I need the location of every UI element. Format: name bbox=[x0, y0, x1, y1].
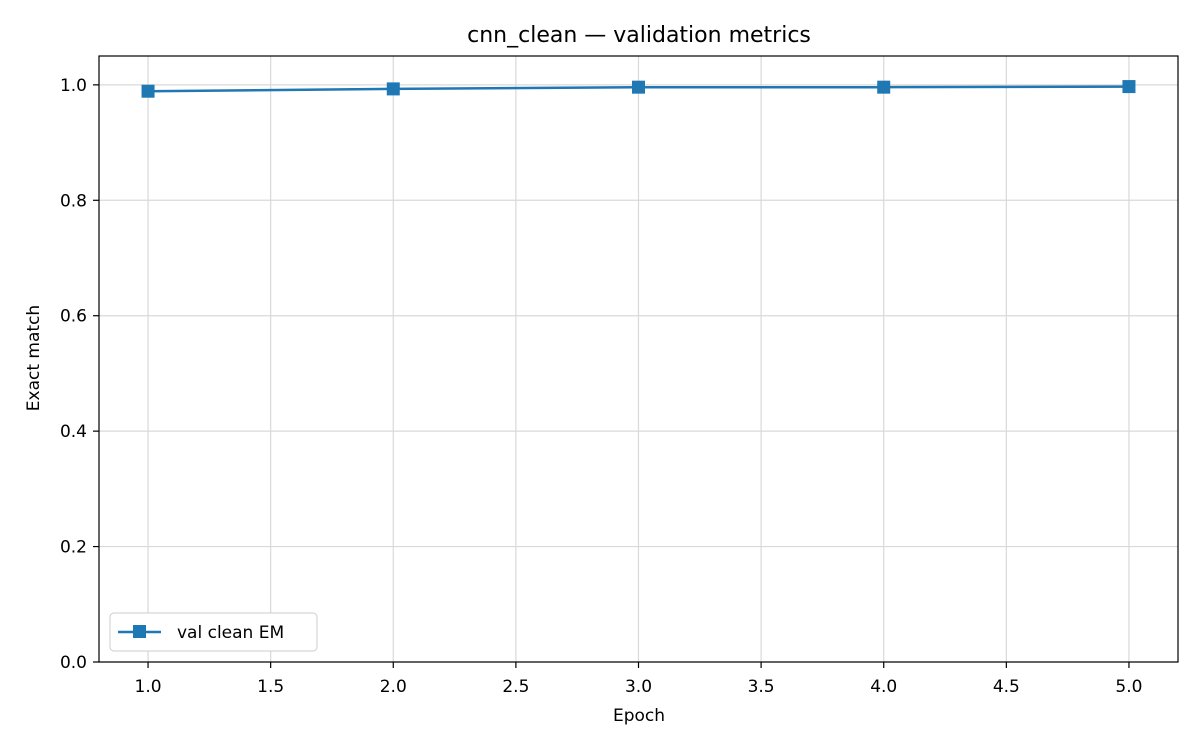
x-axis-label: Epoch bbox=[613, 706, 665, 726]
x-tick-label: 3.0 bbox=[625, 677, 652, 697]
x-tick-label: 4.0 bbox=[870, 677, 897, 697]
x-tick-label: 1.0 bbox=[135, 677, 162, 697]
y-tick-label: 0.8 bbox=[60, 191, 87, 211]
data-point bbox=[386, 82, 400, 96]
y-axis-ticks: 0.0 0.2 0.4 0.6 0.8 1.0 bbox=[60, 76, 99, 673]
x-tick-label: 1.5 bbox=[257, 677, 284, 697]
x-tick-label: 4.5 bbox=[993, 677, 1020, 697]
y-tick-label: 0.4 bbox=[60, 422, 87, 442]
legend-marker-sample bbox=[133, 625, 146, 638]
data-point bbox=[141, 84, 155, 98]
data-point bbox=[1122, 80, 1136, 94]
x-axis-ticks: 1.0 1.5 2.0 2.5 3.0 3.5 4.0 4.5 5.0 bbox=[135, 662, 1142, 697]
x-tick-label: 3.5 bbox=[748, 677, 775, 697]
series-layer bbox=[141, 80, 1136, 98]
legend-label-val-clean-em: val clean EM bbox=[177, 623, 284, 643]
x-tick-label: 2.5 bbox=[502, 677, 529, 697]
chart-title: cnn_clean — validation metrics bbox=[467, 23, 811, 48]
y-axis-label: Exact match bbox=[24, 305, 44, 411]
data-point bbox=[632, 80, 645, 94]
y-tick-label: 0.2 bbox=[60, 538, 87, 558]
y-tick-label: 0.0 bbox=[60, 653, 87, 673]
data-point bbox=[877, 80, 891, 94]
plot-frame bbox=[98, 55, 1179, 663]
y-tick-label: 1.0 bbox=[60, 76, 87, 96]
x-tick-label: 5.0 bbox=[1115, 677, 1142, 697]
y-tick-label: 0.6 bbox=[60, 307, 87, 327]
legend: val clean EM bbox=[109, 612, 318, 652]
legend-frame bbox=[109, 612, 318, 652]
x-tick-label: 2.0 bbox=[380, 677, 407, 697]
